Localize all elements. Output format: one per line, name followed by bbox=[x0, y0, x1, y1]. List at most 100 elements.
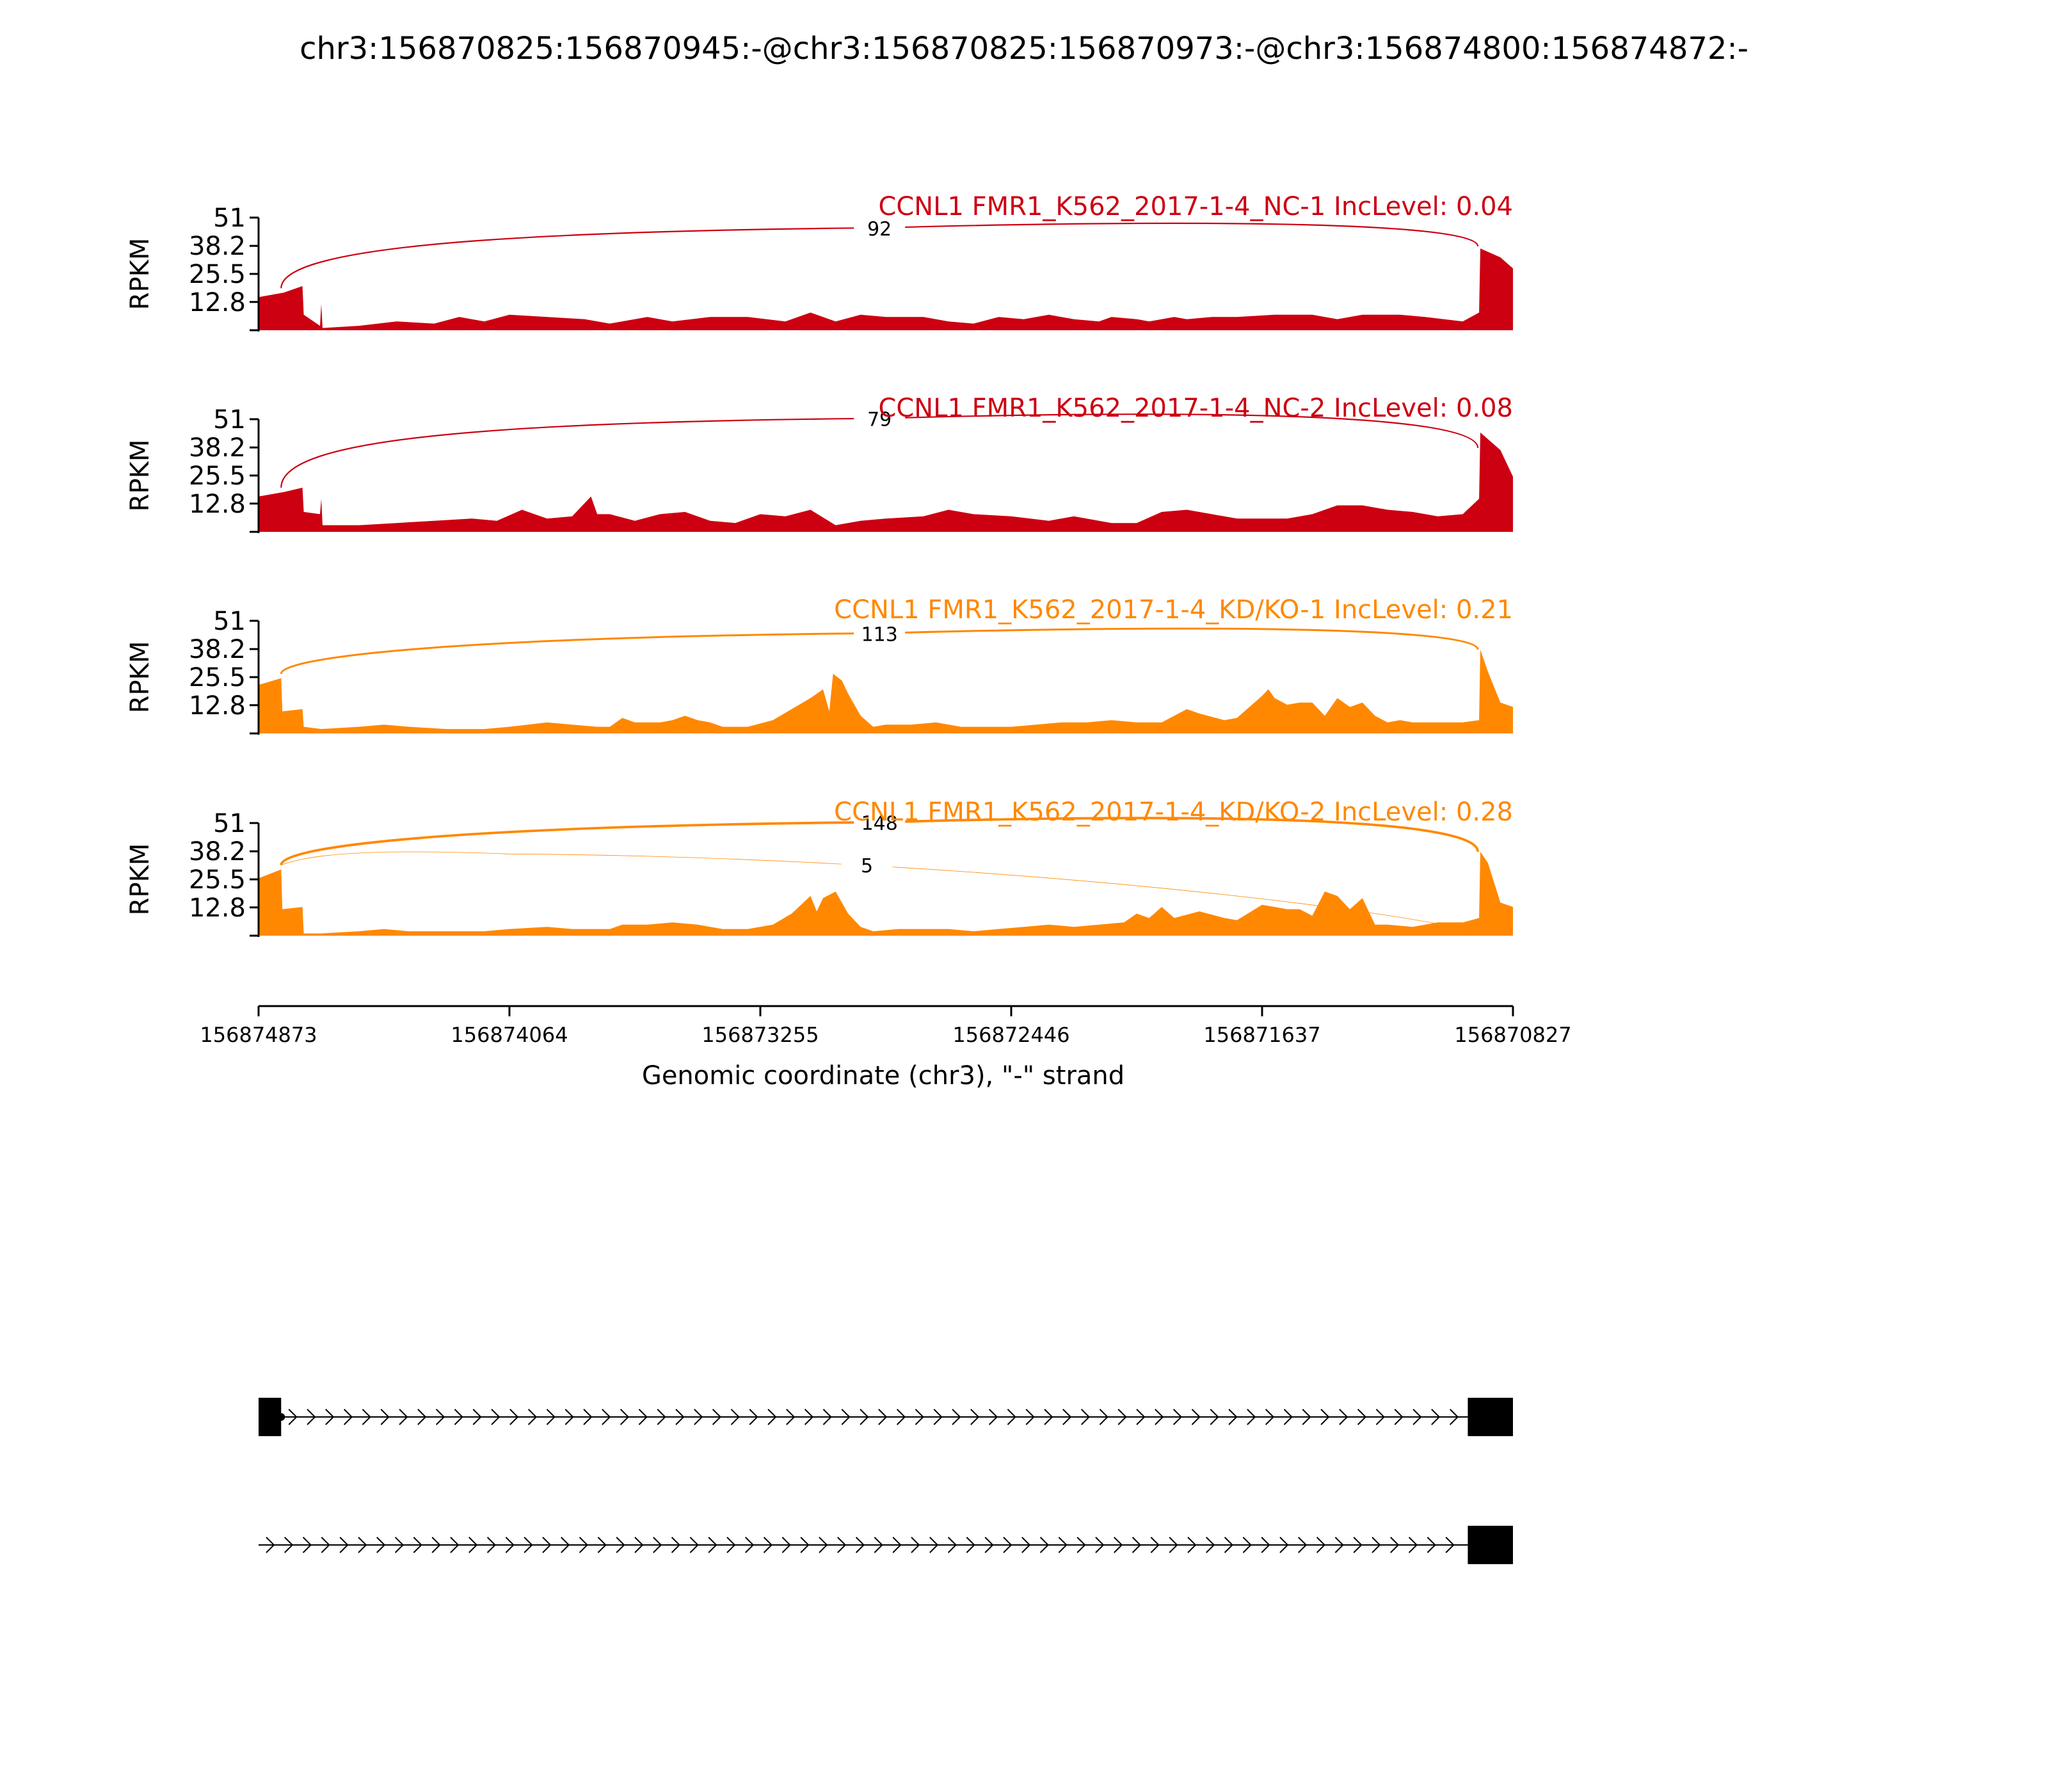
strand-arrow bbox=[1298, 1537, 1308, 1553]
strand-arrow bbox=[1039, 1537, 1050, 1553]
strand-arrow bbox=[486, 1537, 497, 1553]
y-axis-label: RPKM bbox=[125, 440, 155, 512]
strand-arrow bbox=[343, 1409, 353, 1425]
y-axis-label: RPKM bbox=[125, 641, 155, 714]
transcript-1 bbox=[259, 1398, 1513, 1436]
strand-arrow bbox=[933, 1409, 943, 1425]
strand-arrow bbox=[694, 1409, 703, 1425]
junction-count-box bbox=[854, 217, 906, 239]
strand-arrow bbox=[542, 1537, 552, 1553]
junction-count: 5 bbox=[861, 855, 873, 877]
strand-arrow bbox=[1062, 1409, 1072, 1425]
strand-arrow bbox=[745, 1537, 755, 1553]
strand-arrow bbox=[564, 1409, 574, 1425]
strand-arrow bbox=[376, 1537, 386, 1553]
strand-arrow bbox=[915, 1409, 924, 1425]
strand-arrow bbox=[855, 1537, 865, 1553]
transcript-2 bbox=[259, 1526, 1513, 1564]
strand-arrow bbox=[1172, 1409, 1183, 1425]
y-tick-label: 12.8 bbox=[189, 490, 246, 519]
y-tick-label: 38.2 bbox=[189, 232, 246, 261]
y-tick-label: 12.8 bbox=[189, 691, 246, 721]
strand-arrow bbox=[860, 1409, 869, 1425]
strand-arrow bbox=[431, 1537, 441, 1553]
exon-block bbox=[1468, 1398, 1513, 1436]
strand-arrow bbox=[1375, 1409, 1385, 1425]
strand-arrow bbox=[947, 1537, 957, 1553]
strand-arrow bbox=[1076, 1537, 1086, 1553]
strand-arrow bbox=[1427, 1537, 1436, 1553]
strand-arrow bbox=[1210, 1409, 1219, 1425]
track-label: CCNL1 FMR1_K562_2017-1-4_KD/KO-2 IncLeve… bbox=[834, 797, 1513, 827]
strand-arrow bbox=[708, 1537, 717, 1553]
strand-arrow bbox=[837, 1537, 847, 1553]
strand-arrow bbox=[634, 1537, 644, 1553]
gene-model bbox=[259, 1398, 1513, 1564]
strand-arrow bbox=[952, 1409, 961, 1425]
junction-count: 148 bbox=[861, 813, 898, 835]
strand-arrow bbox=[1316, 1537, 1326, 1553]
strand-arrow bbox=[1445, 1537, 1455, 1553]
strand-arrow bbox=[1099, 1409, 1108, 1425]
strand-arrow bbox=[1408, 1537, 1418, 1553]
strand-arrow bbox=[689, 1537, 699, 1553]
strand-arrow bbox=[602, 1409, 611, 1425]
strand-arrow bbox=[1228, 1409, 1238, 1425]
junction-arc bbox=[281, 851, 1473, 932]
strand-arrow bbox=[1412, 1409, 1422, 1425]
strand-arrow bbox=[1372, 1537, 1381, 1553]
strand-arrow bbox=[878, 1409, 888, 1425]
x-tick-label: 156873255 bbox=[701, 1023, 819, 1047]
strand-arrow bbox=[1132, 1537, 1142, 1553]
junction-count-box bbox=[854, 623, 906, 645]
strand-arrow bbox=[1003, 1537, 1012, 1553]
strand-arrow bbox=[1431, 1409, 1441, 1425]
strand-arrow bbox=[1320, 1409, 1330, 1425]
strand-arrow bbox=[1283, 1409, 1293, 1425]
strand-arrow bbox=[819, 1537, 828, 1553]
strand-arrow bbox=[524, 1537, 533, 1553]
strand-arrow bbox=[1058, 1537, 1068, 1553]
strand-arrow bbox=[1191, 1409, 1201, 1425]
strand-arrow bbox=[1390, 1537, 1400, 1553]
strand-arrow bbox=[491, 1409, 500, 1425]
strand-arrow bbox=[1080, 1409, 1091, 1425]
strand-arrow bbox=[1136, 1409, 1146, 1425]
track-label: CCNL1 FMR1_K562_2017-1-4_NC-1 IncLevel: … bbox=[878, 192, 1513, 221]
strand-arrow bbox=[1302, 1409, 1311, 1425]
strand-arrow bbox=[509, 1409, 519, 1425]
strand-arrow bbox=[1357, 1409, 1367, 1425]
strand-arrow bbox=[472, 1409, 482, 1425]
y-tick-label: 38.2 bbox=[189, 635, 246, 664]
y-tick-label: 25.5 bbox=[189, 663, 246, 692]
strand-arrow bbox=[266, 1537, 275, 1553]
strand-arrow bbox=[966, 1537, 975, 1553]
y-tick-label: 25.5 bbox=[189, 461, 246, 491]
coverage-area bbox=[259, 649, 1513, 733]
junction-count-box bbox=[854, 408, 906, 430]
strand-arrow bbox=[583, 1409, 593, 1425]
junction-count-box bbox=[841, 854, 893, 877]
y-tick-label: 51 bbox=[213, 405, 246, 435]
y-tick-label: 12.8 bbox=[189, 893, 246, 923]
strand-arrow bbox=[1007, 1409, 1016, 1425]
strand-arrow bbox=[671, 1537, 681, 1553]
strand-arrow bbox=[675, 1409, 685, 1425]
strand-arrow bbox=[653, 1537, 662, 1553]
y-tick-label: 25.5 bbox=[189, 260, 246, 289]
strand-arrow bbox=[527, 1409, 538, 1425]
x-axis-label: Genomic coordinate (chr3), "-" strand bbox=[642, 1061, 1124, 1091]
strand-arrow bbox=[841, 1409, 851, 1425]
strand-arrow bbox=[929, 1537, 939, 1553]
strand-arrow bbox=[561, 1537, 570, 1553]
strand-arrow bbox=[1114, 1537, 1123, 1553]
y-tick-label: 51 bbox=[213, 204, 246, 233]
strand-arrow bbox=[339, 1537, 349, 1553]
junction-count-box bbox=[854, 812, 906, 834]
strand-arrow bbox=[1247, 1409, 1256, 1425]
strand-arrow bbox=[1187, 1537, 1197, 1553]
strand-arrow bbox=[1150, 1537, 1160, 1553]
